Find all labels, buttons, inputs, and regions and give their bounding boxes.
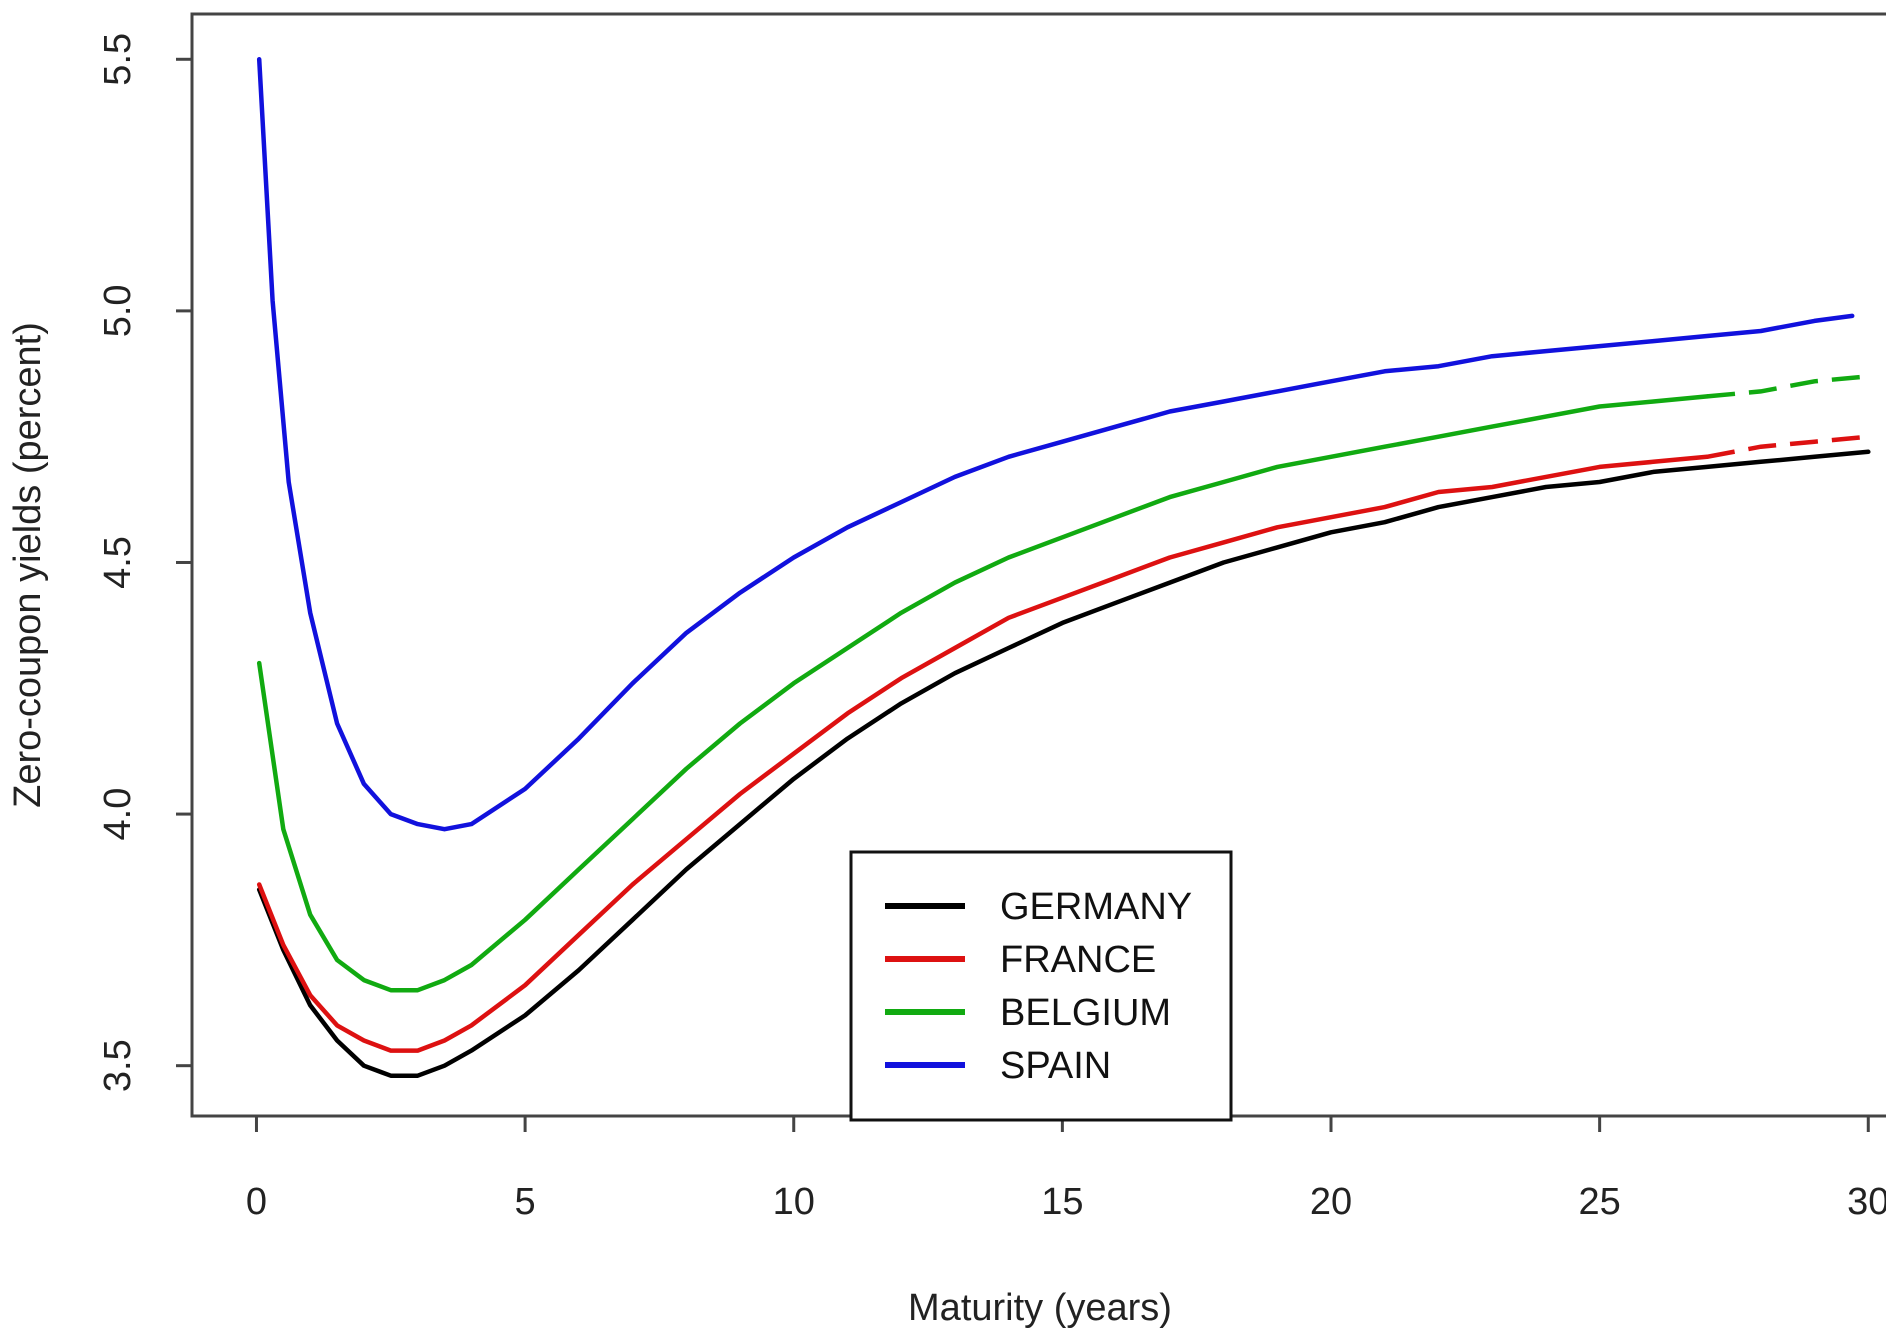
legend-label-germany: GERMANY: [1000, 886, 1192, 928]
legend-label-france: FRANCE: [1000, 939, 1156, 981]
x-tick-label: 20: [1310, 1181, 1352, 1223]
x-tick-label: 15: [1041, 1181, 1083, 1223]
x-tick-label: 25: [1578, 1181, 1620, 1223]
x-tick-label: 5: [515, 1181, 536, 1223]
legend: GERMANY FRANCE BELGIUM SPAIN: [849, 850, 1233, 1122]
y-tick-label: 5.0: [97, 284, 139, 337]
legend-label-belgium: BELGIUM: [1000, 992, 1171, 1034]
series-line-belgium: [256, 394, 1710, 993]
x-axis: 0 5 10 15 20 25 30: [246, 1114, 1886, 1223]
x-tick-label: 10: [773, 1181, 815, 1223]
series-layer: [256, 57, 1871, 1078]
series-line-france-dashed: [1706, 434, 1869, 460]
series-line-belgium-dashed: [1706, 374, 1869, 399]
legend-box: [849, 850, 1233, 1122]
y-tick-label: 5.5: [97, 33, 139, 86]
series-line-france: [256, 454, 1710, 1053]
legend-label-spain: SPAIN: [1000, 1045, 1111, 1087]
y-axis-title: Zero-coupon yields (percent): [7, 322, 49, 808]
series-line-spain: [256, 57, 1855, 832]
y-axis: 3.5 4.0 4.5 5.0 5.5: [97, 33, 194, 1092]
x-tick-label: 30: [1847, 1181, 1886, 1223]
y-tick-label: 4.0: [97, 788, 139, 841]
x-tick-label: 0: [246, 1181, 267, 1223]
y-tick-label: 3.5: [97, 1039, 139, 1092]
y-tick-label: 4.5: [97, 536, 139, 589]
series-line-germany: [256, 449, 1871, 1078]
x-axis-title: Maturity (years): [908, 1287, 1172, 1329]
